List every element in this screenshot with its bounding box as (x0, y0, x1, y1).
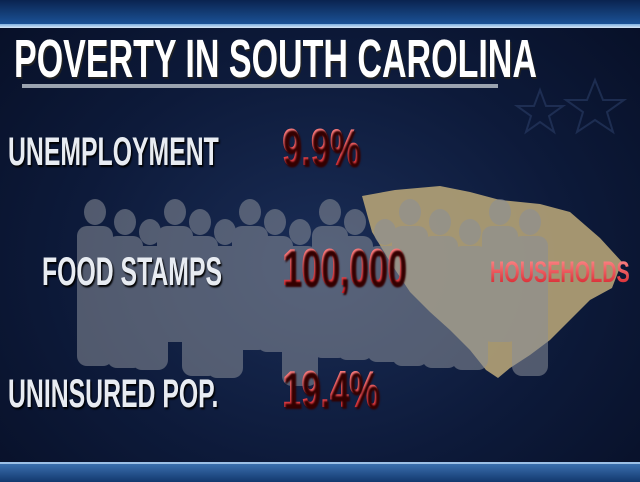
food-stamps-label: FOOD STAMPS (42, 250, 223, 294)
person-silhouette (139, 219, 161, 245)
person-silhouette (319, 199, 341, 225)
person-silhouette (164, 199, 186, 225)
unemployment-label: UNEMPLOYMENT (8, 130, 219, 174)
person-silhouette (189, 209, 211, 235)
person-silhouette (429, 209, 451, 235)
person-silhouette (482, 226, 518, 342)
person-silhouette (282, 246, 318, 386)
food-stamps-unit: HOUSEHOLDS (490, 256, 630, 289)
person-silhouette (392, 226, 428, 366)
person-silhouette (84, 199, 106, 225)
uninsured-value: 19.4% (282, 361, 380, 419)
person-silhouette (289, 219, 311, 245)
person-silhouette (399, 199, 421, 225)
bottom-banner (0, 462, 640, 482)
top-banner (0, 0, 640, 24)
person-silhouette (489, 199, 511, 225)
person-silhouette (264, 209, 286, 235)
page-title: POVERTY IN SOUTH CAROLINA (14, 29, 537, 89)
star-icons (513, 77, 628, 135)
food-stamps-value: 100,000 (282, 239, 407, 297)
uninsured-label: UNINSURED POP. (8, 372, 219, 416)
unemployment-value: 9.9% (282, 119, 361, 177)
title-underline (22, 84, 498, 88)
person-silhouette (214, 219, 236, 245)
person-silhouette (114, 209, 136, 235)
person-silhouette (77, 226, 113, 366)
person-silhouette (519, 209, 541, 235)
person-silhouette (512, 236, 548, 376)
top-divider (0, 24, 640, 28)
person-silhouette (239, 199, 261, 225)
person-silhouette (452, 246, 488, 370)
person-silhouette (374, 219, 396, 245)
person-silhouette (422, 236, 458, 368)
people-silhouettes (77, 199, 548, 386)
person-silhouette (459, 219, 481, 245)
person-silhouette (344, 209, 366, 235)
person-silhouette (337, 236, 373, 360)
